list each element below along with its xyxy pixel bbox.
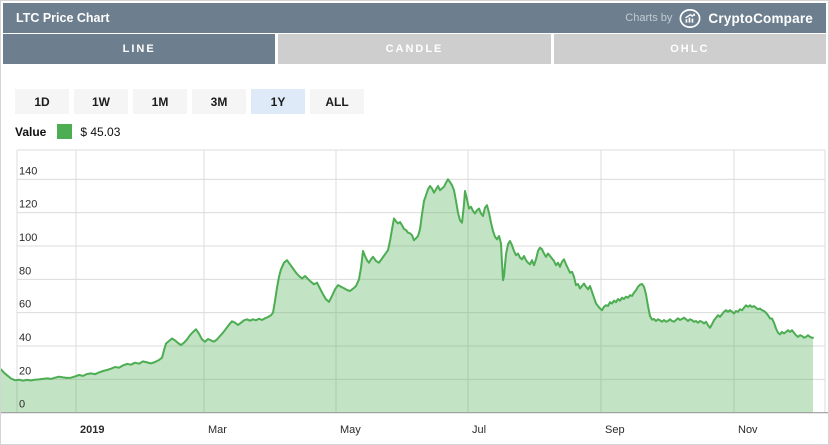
tab-ohlc[interactable]: OHLC xyxy=(553,34,826,64)
y-axis-label: 120 xyxy=(19,199,37,211)
price-line xyxy=(1,178,814,382)
range-button-1w[interactable]: 1W xyxy=(74,89,128,114)
y-axis-label: 100 xyxy=(19,232,37,244)
x-axis-label: Sep xyxy=(605,424,625,436)
x-axis-label: Jul xyxy=(472,424,486,436)
chart-type-tabs: LINE CANDLE OHLC xyxy=(3,34,826,64)
y-axis-label: 20 xyxy=(19,365,31,377)
x-axis-label: May xyxy=(340,424,361,436)
price-chart-area[interactable]: 0 20 40 60 80 100 120 140 2019 Mar May Jul Sep Nov xyxy=(1,146,828,444)
range-button-1d[interactable]: 1D xyxy=(15,89,69,114)
x-axis-label: Nov xyxy=(738,424,758,436)
attribution: Charts by CryptoCompare xyxy=(625,8,813,28)
brand-name: CryptoCompare xyxy=(708,10,813,26)
x-axis-label: 2019 xyxy=(80,424,104,436)
y-axis-label: 80 xyxy=(19,265,31,277)
y-axis-label: 140 xyxy=(19,165,37,177)
price-chart-svg: 0 20 40 60 80 100 120 140 2019 Mar May Jul Sep Nov xyxy=(1,149,828,436)
y-axis-label: 0 xyxy=(19,399,25,411)
legend-current-value: $ 45.03 xyxy=(80,124,121,139)
tab-line[interactable]: LINE xyxy=(3,34,276,64)
tab-candle[interactable]: CANDLE xyxy=(278,34,551,64)
range-button-1m[interactable]: 1M xyxy=(133,89,187,114)
page-title: LTC Price Chart xyxy=(16,11,110,25)
widget-header: LTC Price Chart Charts by CryptoCompare xyxy=(3,3,826,33)
range-button-3m[interactable]: 3M xyxy=(192,89,246,114)
range-buttons: 1D 1W 1M 3M 1Y ALL xyxy=(15,89,364,114)
legend-series-label: Value xyxy=(15,124,47,139)
legend: Value $ 45.03 xyxy=(15,124,120,139)
y-axis-label: 40 xyxy=(19,332,31,344)
legend-color-swatch xyxy=(57,124,73,139)
area-fill xyxy=(1,179,813,413)
range-button-all[interactable]: ALL xyxy=(310,89,364,114)
charts-by-label: Charts by xyxy=(625,12,673,24)
cryptocompare-logo-icon xyxy=(679,8,701,28)
y-axis-label: 60 xyxy=(19,299,31,311)
range-button-1y[interactable]: 1Y xyxy=(251,89,305,114)
x-axis-label: Mar xyxy=(208,424,227,436)
